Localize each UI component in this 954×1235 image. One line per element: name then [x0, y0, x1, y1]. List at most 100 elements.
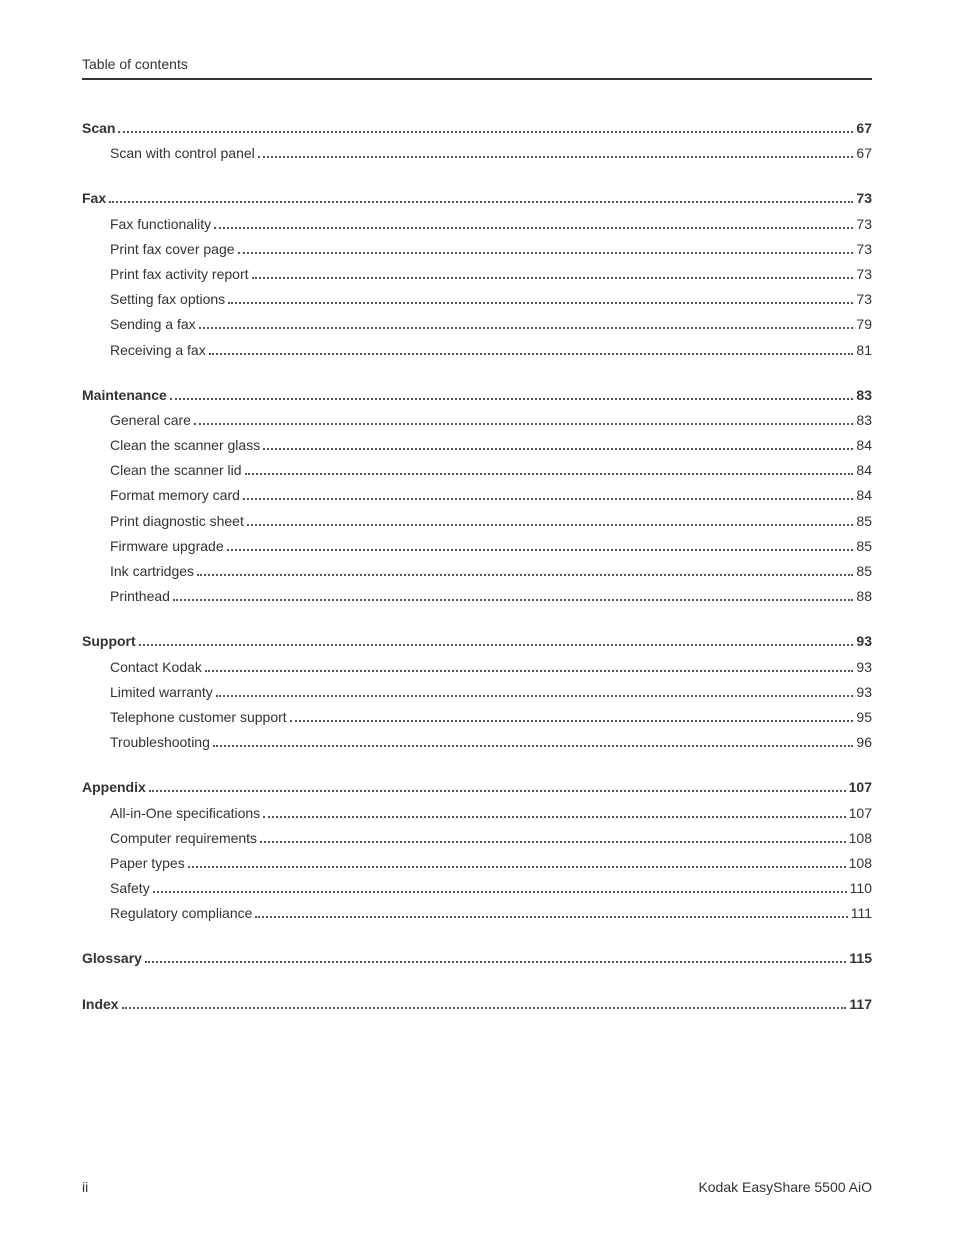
toc-item-label: Safety — [110, 876, 150, 901]
toc-item-page: 95 — [856, 705, 872, 730]
toc-leader — [122, 1007, 847, 1009]
toc-item-row: Contact Kodak 93 — [82, 655, 872, 680]
toc-leader — [209, 353, 854, 355]
toc-item-page: 84 — [856, 458, 872, 483]
toc-leader — [228, 302, 853, 304]
toc-section: Support93Contact Kodak93Limited warranty… — [82, 629, 872, 755]
toc-section-row: Appendix107 — [82, 775, 872, 800]
toc-item-label: Print fax cover page — [110, 237, 235, 262]
toc-item-label: Ink cartridges — [110, 559, 194, 584]
toc-item-page: 88 — [856, 584, 872, 609]
toc-leader — [216, 695, 854, 697]
page-footer: ii Kodak EasyShare 5500 AiO — [82, 1179, 872, 1195]
toc-leader — [238, 252, 854, 254]
toc-item-row: Printhead88 — [82, 584, 872, 609]
toc-leader — [173, 599, 853, 601]
toc-leader — [263, 448, 853, 450]
toc-item-row: Print fax cover page 73 — [82, 237, 872, 262]
table-of-contents: Scan67Scan with control panel67Fax73Fax … — [82, 116, 872, 1017]
toc-section-title: Glossary — [82, 946, 142, 971]
toc-item-page: 96 — [856, 730, 872, 755]
toc-leader — [213, 745, 854, 747]
toc-item-row: Safety 110 — [82, 876, 872, 901]
toc-item-label: Contact Kodak — [110, 655, 202, 680]
toc-item-label: Firmware upgrade — [110, 534, 224, 559]
toc-item-label: General care — [110, 408, 191, 433]
toc-leader — [260, 841, 846, 843]
toc-item-page: 108 — [849, 826, 872, 851]
toc-section-row: Glossary115 — [82, 946, 872, 971]
toc-section-title: Support — [82, 629, 136, 654]
toc-leader — [243, 498, 854, 500]
toc-section-title: Scan — [82, 116, 115, 141]
toc-item-row: Clean the scanner glass84 — [82, 433, 872, 458]
toc-item-page: 93 — [856, 680, 872, 705]
toc-section-title: Fax — [82, 186, 106, 211]
toc-item-label: Print fax activity report — [110, 262, 249, 287]
toc-item-label: Regulatory compliance — [110, 901, 252, 926]
toc-item-row: Computer requirements108 — [82, 826, 872, 851]
toc-section: Scan 67 Scan with control panel 67 — [82, 116, 872, 166]
toc-item-page: 73 — [856, 287, 872, 312]
toc-section-row: Scan 67 — [82, 116, 872, 141]
toc-section-page: 73 — [856, 186, 872, 211]
toc-item-label: Clean the scanner lid — [110, 458, 242, 483]
toc-item-page: 85 — [856, 534, 872, 559]
toc-section-page: 83 — [856, 383, 872, 408]
toc-leader — [197, 574, 853, 576]
toc-item-page: 111 — [851, 901, 872, 926]
toc-leader — [199, 327, 854, 329]
toc-item-label: Troubleshooting — [110, 730, 210, 755]
toc-item-row: Receiving a fax81 — [82, 338, 872, 363]
toc-leader — [252, 277, 854, 279]
toc-item-row: Paper types108 — [82, 851, 872, 876]
toc-section-title: Appendix — [82, 775, 146, 800]
toc-item-page: 67 — [856, 141, 872, 166]
toc-leader — [214, 227, 853, 229]
toc-item-page: 108 — [849, 851, 872, 876]
toc-item-label: Telephone customer support — [110, 705, 287, 730]
toc-item-label: Sending a fax — [110, 312, 196, 337]
toc-item-row: Limited warranty 93 — [82, 680, 872, 705]
toc-item-page: 79 — [856, 312, 872, 337]
toc-item-label: Limited warranty — [110, 680, 213, 705]
toc-item-row: Troubleshooting 96 — [82, 730, 872, 755]
toc-item-page: 84 — [856, 433, 872, 458]
toc-section-title: Index — [82, 992, 119, 1017]
toc-section-row: Fax 73 — [82, 186, 872, 211]
toc-leader — [188, 866, 846, 868]
toc-item-page: 85 — [856, 509, 872, 534]
footer-product: Kodak EasyShare 5500 AiO — [698, 1179, 872, 1195]
toc-item-label: Scan with control panel — [110, 141, 255, 166]
toc-leader — [247, 524, 854, 526]
header-title: Table of contents — [82, 56, 872, 78]
toc-leader — [149, 790, 846, 792]
toc-leader — [139, 644, 854, 646]
toc-leader — [290, 720, 854, 722]
toc-section-page: 117 — [849, 992, 872, 1017]
toc-leader — [153, 891, 847, 893]
toc-item-row: Scan with control panel 67 — [82, 141, 872, 166]
toc-item-row: Ink cartridges85 — [82, 559, 872, 584]
toc-item-label: Fax functionality — [110, 212, 211, 237]
toc-item-page: 73 — [856, 262, 872, 287]
toc-item-page: 110 — [850, 876, 872, 901]
toc-item-row: Fax functionality73 — [82, 212, 872, 237]
toc-item-page: 107 — [849, 801, 872, 826]
toc-section-row: Index 117 — [82, 992, 872, 1017]
toc-leader — [255, 916, 847, 918]
toc-item-row: Print fax activity report 73 — [82, 262, 872, 287]
toc-item-label: Print diagnostic sheet — [110, 509, 244, 534]
toc-item-row: Format memory card 84 — [82, 483, 872, 508]
toc-item-label: Receiving a fax — [110, 338, 206, 363]
toc-leader — [118, 131, 853, 133]
toc-item-page: 73 — [856, 237, 872, 262]
toc-item-row: Clean the scanner lid 84 — [82, 458, 872, 483]
toc-item-label: Format memory card — [110, 483, 240, 508]
toc-item-page: 93 — [856, 655, 872, 680]
toc-leader — [109, 201, 853, 203]
toc-section-page: 67 — [856, 116, 872, 141]
toc-section-row: Maintenance83 — [82, 383, 872, 408]
page-header: Table of contents — [82, 56, 872, 80]
toc-item-page: 84 — [856, 483, 872, 508]
